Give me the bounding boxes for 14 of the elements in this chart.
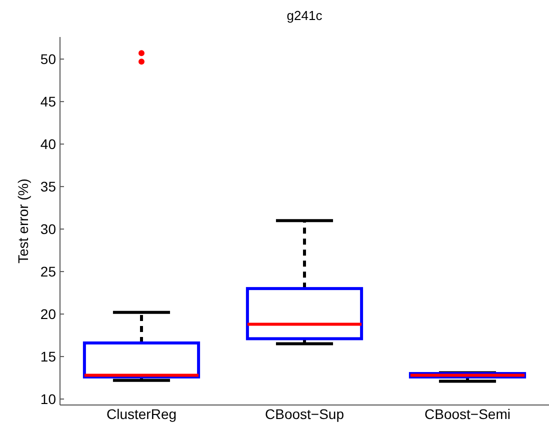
- y-tick-label: 20: [40, 306, 56, 322]
- x-tick-label: CBoost−Sup: [265, 406, 344, 422]
- chart-title: g241c: [286, 8, 323, 23]
- y-axis-title: Test error (%): [15, 178, 31, 264]
- x-tick-label: CBoost−Semi: [424, 406, 510, 422]
- y-tick-label: 10: [40, 390, 56, 407]
- y-tick-label: 35: [40, 178, 56, 194]
- y-tick-label: 30: [40, 220, 56, 237]
- y-tick-label: 25: [40, 263, 56, 280]
- y-tick-label: 45: [40, 93, 56, 110]
- y-tick-label: 50: [40, 50, 56, 67]
- y-tick-label: 15: [40, 348, 56, 364]
- x-tick-label: ClusterReg: [106, 406, 177, 422]
- y-tick-label: 40: [40, 136, 56, 152]
